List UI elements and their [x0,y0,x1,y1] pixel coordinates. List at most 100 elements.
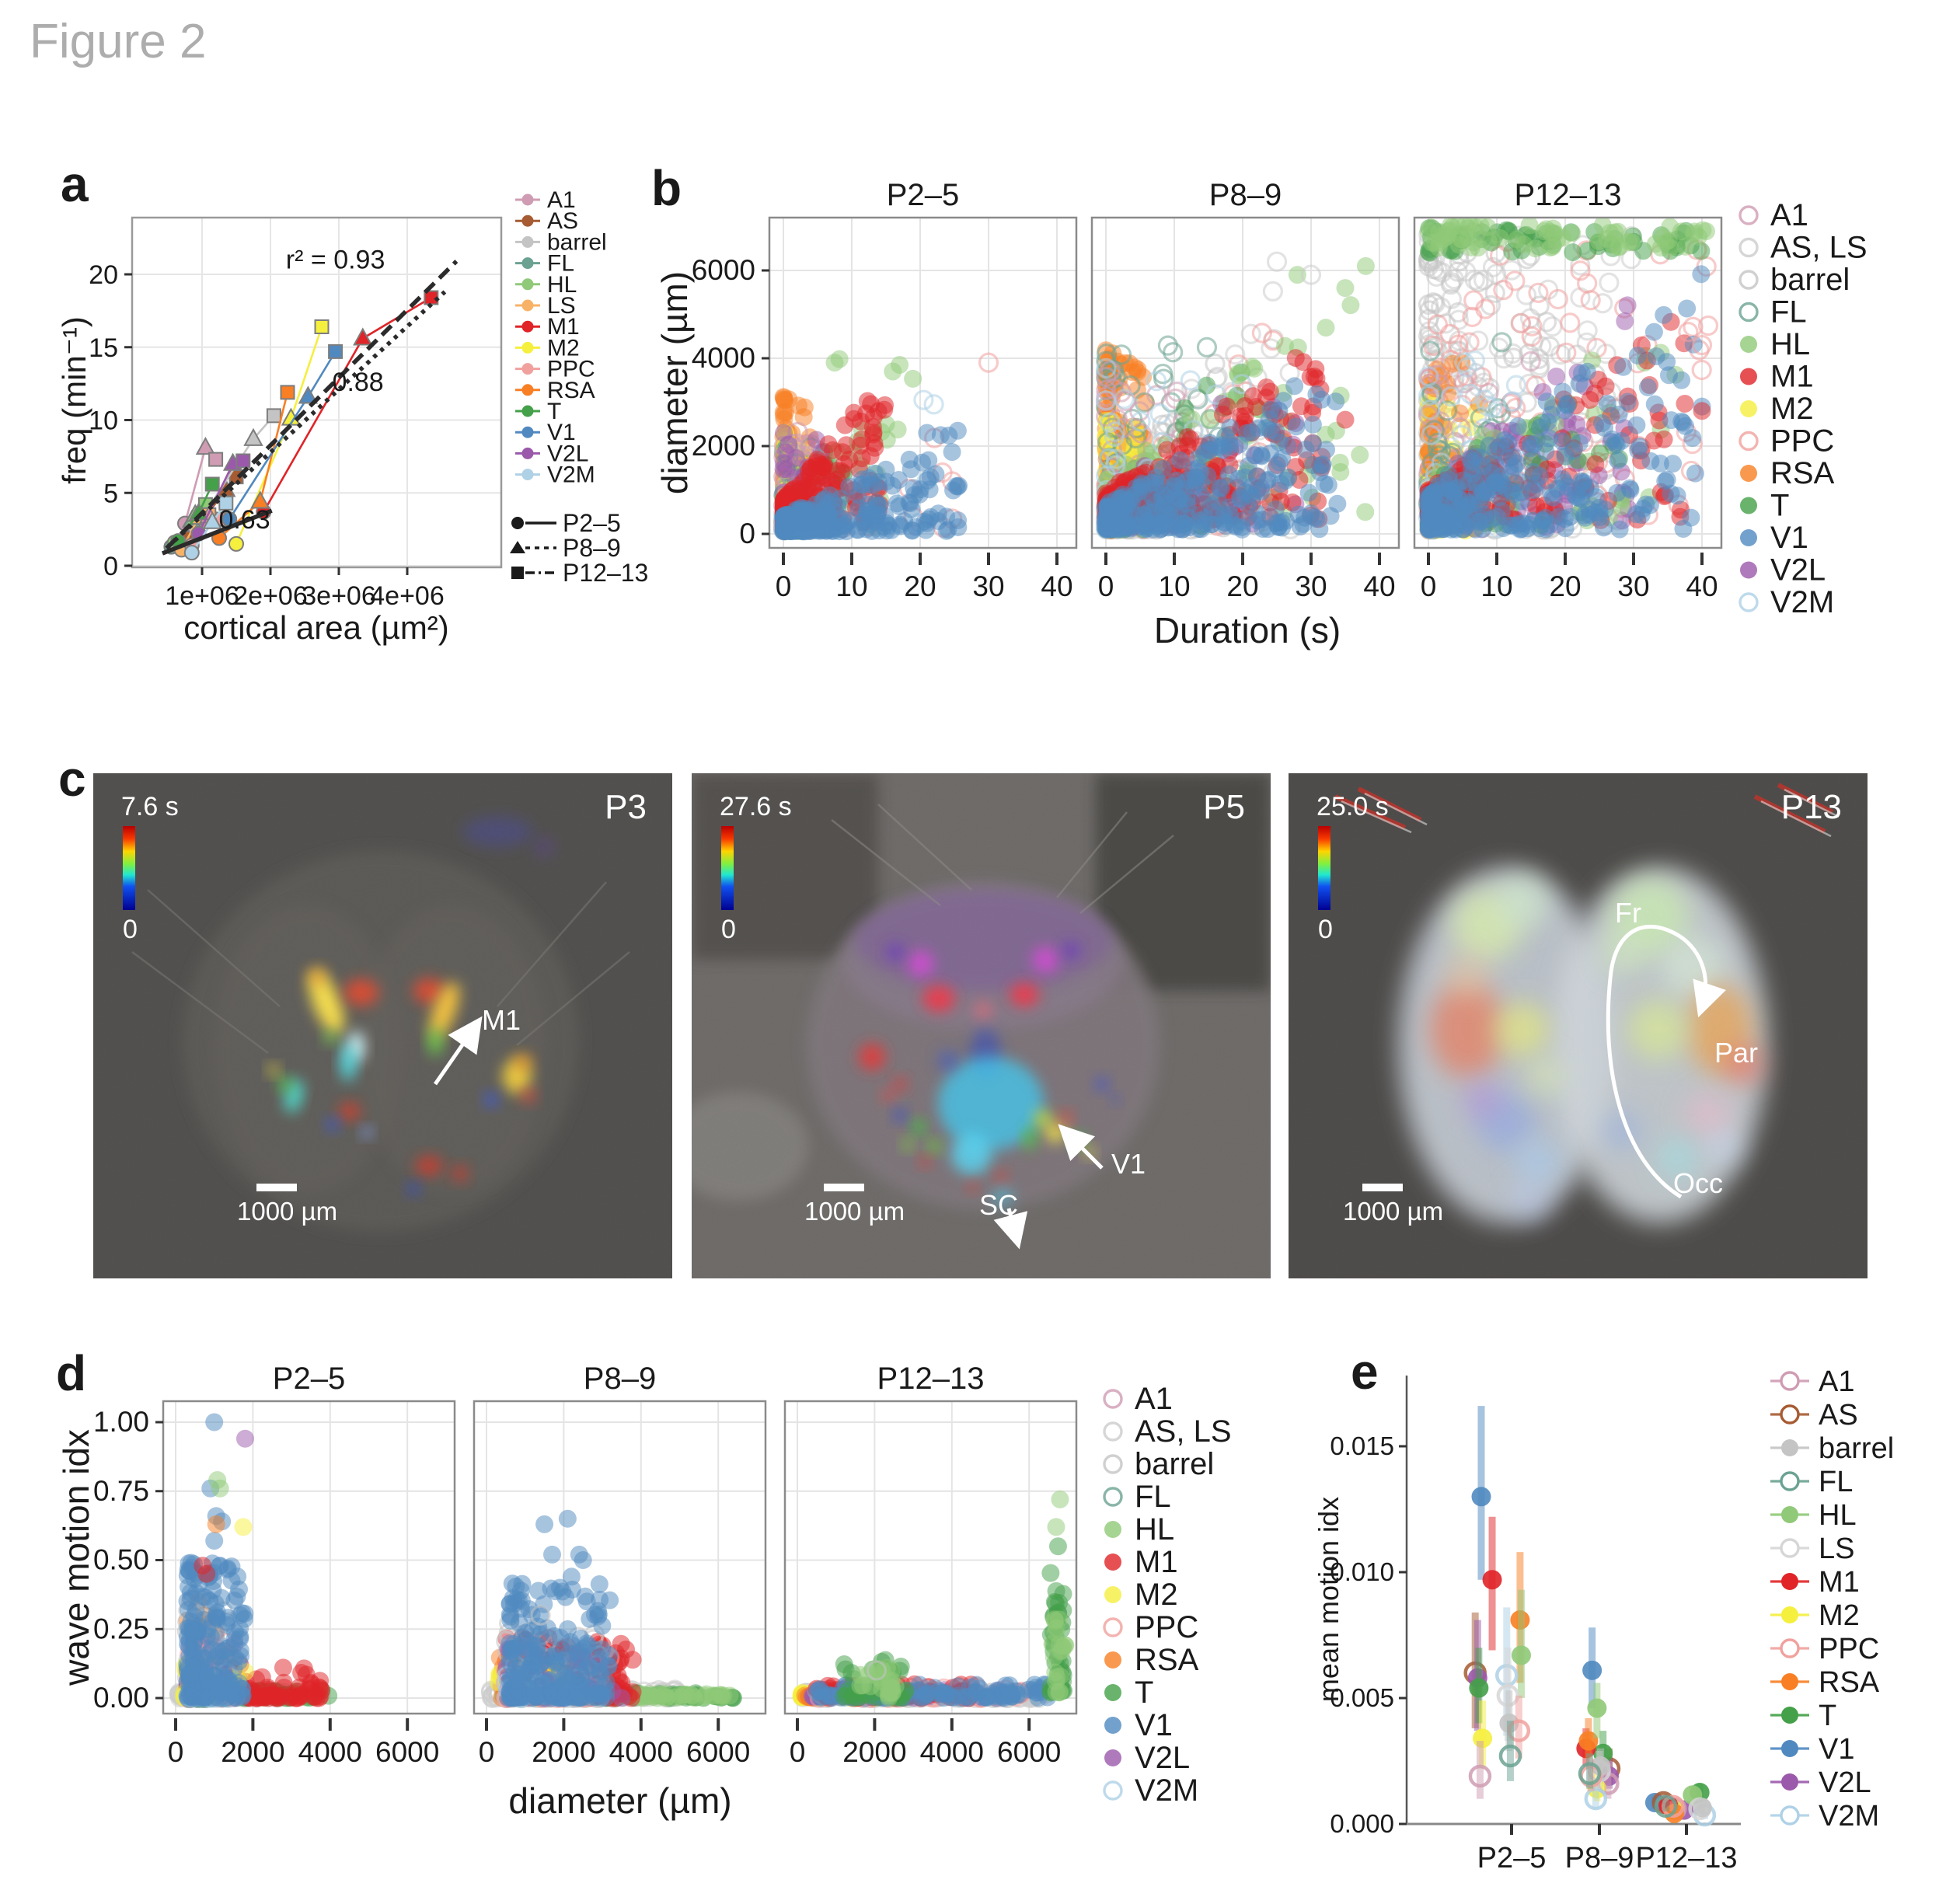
svg-text:0.50: 0.50 [93,1544,149,1576]
svg-text:T: T [1770,489,1789,523]
brain-image-P5: 27.6 s 0 P5 1000 µm V1 SC [692,773,1271,1278]
scalebar [824,1184,864,1191]
svg-text:0: 0 [1098,570,1114,602]
region-arrow-label: V1 [1111,1148,1146,1180]
svg-text:2000: 2000 [221,1736,284,1768]
panel-e-ylabel: mean motion idx [1313,1497,1344,1702]
svg-text:V2M: V2M [547,462,595,488]
panel-d-facet-2: P12–130 2000 4000 6000 [783,1362,1078,1768]
figure-title: Figure 2 [30,15,207,68]
svg-text:V2L: V2L [1770,553,1826,588]
svg-text:0.88: 0.88 [333,368,384,397]
svg-text:barrel: barrel [1770,263,1850,297]
svg-text:FL: FL [1770,295,1807,330]
svg-text:0.25: 0.25 [93,1613,149,1644]
svg-text:AS, LS: AS, LS [1770,231,1868,265]
svg-text:3e+06: 3e+06 [302,581,376,611]
region-arrow-label: SC [979,1189,1018,1221]
region-label: Occ [1673,1167,1723,1199]
svg-text:M2: M2 [547,335,580,361]
panel-e-label: e [1351,1344,1379,1400]
region-arrow-label: M1 [482,1004,521,1036]
panel-d-chart: diameter (µm) wave motion idx P2–5 0 2000 400… [56,1362,1232,1821]
svg-text:P2–5: P2–5 [273,1362,345,1396]
svg-text:P2–5: P2–5 [563,509,621,537]
svg-text:V1: V1 [547,420,576,445]
panel-c-label: c [58,751,86,807]
svg-text:P8–9: P8–9 [563,534,621,562]
panel-d-facet-1: P8–90 2000 4000 6000 [473,1362,767,1768]
svg-text:2e+06: 2e+06 [233,581,308,611]
svg-text:0: 0 [168,1736,184,1768]
svg-text:RSA: RSA [1770,456,1835,490]
panel-b-label: b [651,160,682,216]
svg-text:0.63: 0.63 [218,505,270,535]
panel-b-xlabel: Duration (s) [1154,610,1341,650]
svg-text:20: 20 [89,260,118,290]
age-tag: P13 [1781,788,1842,826]
panel-d-xlabel: diameter (µm) [508,1780,731,1821]
svg-text:AS: AS [547,208,578,234]
colorbar [721,826,734,910]
colorbar-max-label: 7.6 s [121,792,179,821]
svg-text:barrel: barrel [547,229,607,255]
svg-text:V2L: V2L [547,441,588,466]
panel-b-facet-1: P8–9 0 10 20 30 40 [1090,178,1400,602]
svg-text:20: 20 [1226,570,1258,602]
svg-text:PPC: PPC [1770,424,1834,459]
panel-e-points [1463,1406,1717,1827]
svg-text:P12–13: P12–13 [1515,178,1622,212]
colorbar [1318,826,1330,910]
panel-a-ylabel: freq (min⁻¹) [56,316,92,484]
colorbar-min-label: 0 [1318,915,1333,944]
panel-b-facet-2: P12–13 0 10 20 30 40 [1413,178,1723,602]
brain-image-P3: 7.6 s 0 P3 1000 µm M1 [93,773,672,1278]
svg-text:0.00: 0.00 [93,1682,149,1714]
svg-text:1e+06: 1e+06 [165,581,239,611]
svg-text:6000: 6000 [692,254,755,286]
svg-text:LS: LS [547,293,576,319]
svg-text:10: 10 [1158,570,1190,602]
age-tag: P5 [1203,788,1245,826]
panel-b-facet-0: P2–5 0 10 20 30 40 0 2000 4000 6000 [692,178,1078,602]
panel-d-ylabel: wave motion idx [56,1429,96,1686]
scalebar-label: 1000 µm [237,1197,337,1226]
scalebar [256,1184,297,1191]
svg-text:V2M: V2M [1770,585,1834,619]
panel-d-label: d [56,1345,87,1401]
svg-text:P2–5: P2–5 [887,178,959,212]
svg-text:30: 30 [1617,570,1649,602]
panel-a-series: r² = 0.93 0.88 0.63 [161,246,459,561]
svg-text:0: 0 [1421,570,1437,602]
svg-text:PPC: PPC [547,357,595,382]
svg-text:4e+06: 4e+06 [370,581,445,611]
scalebar-label: 1000 µm [1343,1197,1443,1226]
panel-a-legend: A1ASbarrelFLHLLSM1M2PPCRSATV1V2LV2MP2–5P… [510,187,648,587]
svg-text:30: 30 [972,570,1004,602]
brain-image-P13: 25.0 s 0 P13 1000 µm Fr Par Occ [1289,773,1868,1278]
svg-text:0.75: 0.75 [93,1475,149,1507]
colorbar [123,826,135,910]
colorbar-min-label: 0 [721,915,736,944]
svg-text:5: 5 [103,479,118,508]
svg-text:0: 0 [776,570,792,602]
svg-text:HL: HL [547,272,577,298]
region-label: Fr [1615,897,1641,929]
svg-text:M1: M1 [547,314,580,340]
svg-text:HL: HL [1770,327,1810,361]
scalebar [1362,1184,1403,1191]
svg-text:V1: V1 [1770,521,1808,555]
svg-text:6000: 6000 [375,1736,439,1768]
svg-text:P8–9: P8–9 [1209,178,1282,212]
colorbar-max-label: 27.6 s [720,792,792,821]
svg-text:10: 10 [89,406,118,436]
svg-text:20: 20 [1549,570,1581,602]
panel-b-chart: Duration (s) diameter (µm) P2–5 0 10 20 30 40 0 2… [654,178,1868,650]
age-tag: P3 [605,788,647,826]
